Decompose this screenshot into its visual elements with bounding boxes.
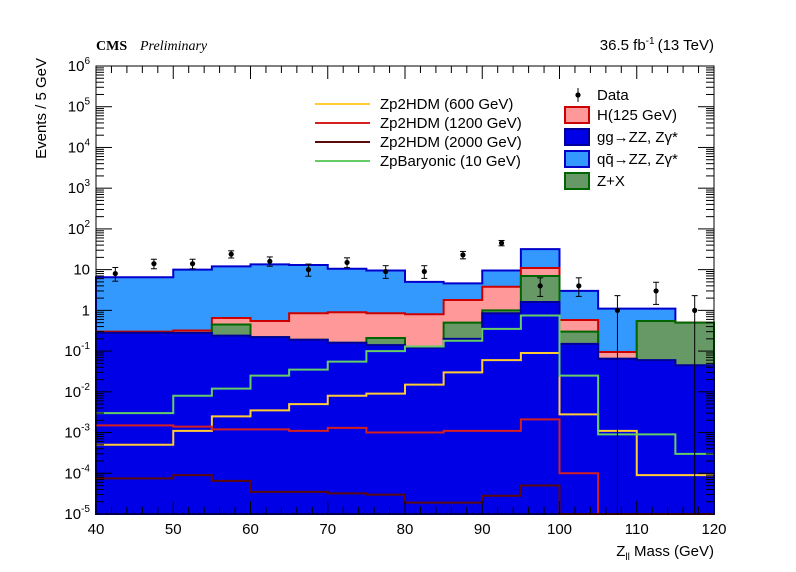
legend-bkg-label: qq̄→ZZ, Zγ*: [597, 151, 678, 168]
data-point: [383, 268, 389, 275]
y-tick-label: 1: [82, 302, 90, 319]
y-tick-label: 10: [73, 262, 90, 279]
x-tick-label: 80: [397, 521, 414, 538]
legend-backgrounds: Data H(125 GeV) gg→ZZ, Zγ* qq̄→ZZ, Zγ* Z+X: [564, 87, 678, 190]
y-axis-label: Events / 5 GeV: [33, 58, 50, 159]
x-tick-label: 90: [474, 521, 491, 538]
x-axis-label-main: Z: [616, 543, 625, 560]
preliminary-label: Preliminary: [139, 39, 208, 54]
y-tick-label: 10-5: [64, 504, 90, 523]
data-point: [576, 283, 582, 289]
axes: 40 50 60 70 80 90 100 110 12010-510-410-310-210-…: [64, 56, 726, 538]
data-point: [151, 261, 157, 267]
lumi-energy: (13 TeV): [658, 37, 714, 54]
data-point: [498, 240, 505, 246]
legend-bkg-label: Z+X: [597, 173, 625, 190]
legend-bkg-swatch: [564, 172, 590, 190]
y-tick-label: 102: [68, 219, 91, 238]
legend-signals: Zp2HDM (600 GeV) Zp2HDM (1200 GeV) Zp2HDM …: [315, 96, 522, 170]
lumi-value: 36.5 fb: [600, 37, 646, 54]
data-point: [421, 268, 427, 275]
y-tick-label: 10-2: [64, 382, 90, 401]
x-axis-label: Zll Mass (GeV): [616, 543, 714, 563]
data-point: [653, 288, 659, 294]
signal-line-1: [96, 418, 714, 515]
y-tick-label: 104: [68, 137, 91, 156]
x-tick-label: 100: [547, 521, 572, 538]
x-tick-label: 40: [88, 521, 105, 538]
legend-signal-label: Zp2HDM (2000 GeV): [380, 134, 522, 151]
y-tick-label: 103: [68, 178, 91, 197]
legend-signal-label: Zp2HDM (1200 GeV): [380, 115, 522, 132]
data-point: [189, 261, 196, 267]
x-tick-label: 70: [319, 521, 336, 538]
legend-bkg-label: gg→ZZ, Zγ*: [597, 129, 678, 146]
x-tick-label: 50: [165, 521, 182, 538]
x-tick-label: 120: [701, 521, 726, 538]
legend-data-label: Data: [597, 87, 629, 104]
legend-bkg-label: H(125 GeV): [597, 107, 677, 124]
y-tick-label: 105: [68, 97, 91, 116]
data-point: [305, 267, 312, 273]
data-point: [228, 251, 234, 257]
cms-label: CMS: [96, 39, 127, 54]
legend-signal-label: ZpBaryonic (10 GeV): [380, 153, 521, 170]
y-tick-label: 10-1: [64, 341, 90, 360]
data-point: [614, 307, 621, 313]
data-point: [692, 307, 698, 313]
signal-line-3: [96, 314, 714, 455]
data-point: [267, 258, 273, 264]
x-tick-label: 110: [625, 521, 649, 538]
y-tick-label: 10-4: [64, 463, 90, 482]
lumi-label: 36.5 fb-1 (13 TeV): [600, 36, 714, 54]
x-axis-label-sub: ll: [625, 552, 629, 563]
legend-bkg-swatch: [564, 150, 590, 168]
y-tick-label: 10-3: [64, 423, 90, 442]
x-tick-label: 60: [242, 521, 259, 538]
data-point: [537, 283, 543, 289]
data-point: [344, 259, 350, 266]
y-tick-label: 106: [68, 56, 91, 75]
data-points: [112, 239, 698, 514]
legend-data-marker: [575, 92, 581, 98]
legend-signal-label: Zp2HDM (600 GeV): [380, 96, 513, 113]
data-point: [112, 270, 118, 277]
x-axis-label-rest: Mass (GeV): [630, 543, 714, 560]
legend-bkg-swatch: [564, 128, 590, 146]
lumi-exponent: -1: [646, 36, 655, 47]
data-point: [460, 252, 466, 258]
legend-bkg-swatch: [564, 106, 590, 124]
